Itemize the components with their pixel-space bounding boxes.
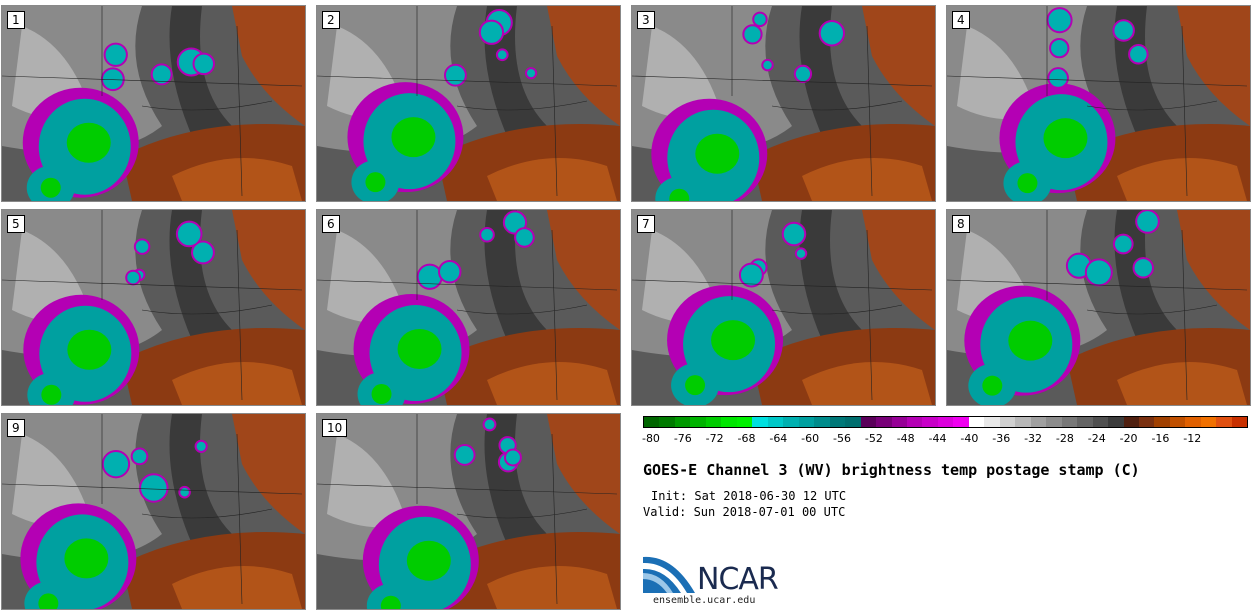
colorbar-swatch [845, 417, 861, 427]
panel-number-label: 9 [7, 419, 25, 437]
colorbar-tick-label: -80 [641, 432, 660, 445]
colorbar-swatch [798, 417, 815, 427]
satellite-image [317, 414, 620, 609]
colorbar-swatch [721, 417, 737, 427]
colorbar-swatch [1139, 417, 1155, 427]
colorbar-tick-label: -60 [801, 432, 820, 445]
panel-number-label: 6 [322, 215, 340, 233]
colorbar-swatch [644, 417, 660, 427]
colorbar-swatch [783, 417, 799, 427]
colorbar-tick-label: -68 [737, 432, 756, 445]
colorbar-tick-label: -20 [1119, 432, 1138, 445]
satellite-image [2, 210, 305, 405]
colorbar-swatch [736, 417, 753, 427]
panel-number-label: 7 [637, 215, 655, 233]
site-url: ensemble.ucar.edu [653, 595, 756, 606]
colorbar-swatch [1231, 417, 1248, 427]
colorbar-tick-label: -16 [1151, 432, 1170, 445]
colorbar-tick-label: -12 [1183, 432, 1202, 445]
panel-number-label: 2 [322, 11, 340, 29]
colorbar-swatch [1123, 417, 1139, 427]
colorbar-swatch [1154, 417, 1170, 427]
colorbar-swatch [937, 417, 954, 427]
colorbar-swatch [752, 417, 768, 427]
colorbar-tick-label: -52 [864, 432, 883, 445]
satellite-image [947, 6, 1250, 201]
colorbar-swatch [705, 417, 722, 427]
colorbar-swatch [659, 417, 675, 427]
satellite-image [947, 210, 1250, 405]
stamp-panel-2: 2 [316, 5, 621, 202]
colorbar-swatch [968, 417, 985, 427]
panel-number-label: 5 [7, 215, 25, 233]
ncar-logo-icon [643, 556, 695, 593]
colorbar-tick-label: -44 [928, 432, 947, 445]
panel-number-label: 4 [952, 11, 970, 29]
colorbar-swatch [690, 417, 706, 427]
satellite-image [2, 6, 305, 201]
valid-time: Valid: Sun 2018-07-01 00 UTC [643, 505, 846, 519]
colorbar-swatch [1108, 417, 1124, 427]
figure-title: GOES-E Channel 3 (WV) brightness temp po… [643, 461, 1140, 479]
colorbar-tick-label: -32 [1024, 432, 1043, 445]
colorbar-swatch [814, 417, 830, 427]
stamp-panel-7: 7 [631, 209, 936, 406]
panel-number-label: 3 [637, 11, 655, 29]
colorbar-swatch [1200, 417, 1217, 427]
colorbar-tick-label: -24 [1087, 432, 1106, 445]
colorbar-swatch [1030, 417, 1047, 427]
colorbar-tick-label: -36 [992, 432, 1011, 445]
satellite-image [632, 6, 935, 201]
colorbar [643, 416, 1248, 428]
satellite-image [632, 210, 935, 405]
colorbar-tick-label: -48 [896, 432, 915, 445]
stamp-panel-10: 10 [316, 413, 621, 610]
ncar-logo-text: NCAR [697, 562, 779, 597]
colorbar-swatch [860, 417, 877, 427]
colorbar-swatch [1169, 417, 1186, 427]
init-time: Init: Sat 2018-06-30 12 UTC [651, 489, 847, 503]
colorbar-swatch [674, 417, 691, 427]
colorbar-tick-label: -40 [960, 432, 979, 445]
colorbar-swatch [1061, 417, 1078, 427]
colorbar-swatch [829, 417, 846, 427]
colorbar-swatch [767, 417, 784, 427]
colorbar-swatch [1092, 417, 1109, 427]
panel-number-label: 8 [952, 215, 970, 233]
colorbar-swatch [953, 417, 969, 427]
stamp-panel-5: 5 [1, 209, 306, 406]
colorbar-tick-label: -56 [833, 432, 851, 445]
colorbar-swatch [1015, 417, 1031, 427]
stamp-panel-6: 6 [316, 209, 621, 406]
colorbar-swatch [876, 417, 892, 427]
colorbar-swatch [1216, 417, 1232, 427]
colorbar-tick-label: -72 [705, 432, 724, 445]
colorbar-swatch [1185, 417, 1201, 427]
satellite-image [2, 414, 305, 609]
colorbar-tick-label: -64 [769, 432, 788, 445]
satellite-image [317, 6, 620, 201]
stamp-panel-8: 8 [946, 209, 1251, 406]
stamp-panel-4: 4 [946, 5, 1251, 202]
colorbar-swatch [922, 417, 938, 427]
stamp-panel-3: 3 [631, 5, 936, 202]
panel-number-label: 1 [7, 11, 25, 29]
colorbar-swatch [984, 417, 1000, 427]
colorbar-swatch [1077, 417, 1093, 427]
panel-number-label: 10 [322, 419, 348, 437]
colorbar-ticks: -80 -76 -72 -68 -64 -60 -56 -52 -48 -44 -40 -36 -32-… [641, 432, 1248, 448]
satellite-image [317, 210, 620, 405]
stamp-panel-1: 1 [1, 5, 306, 202]
stamp-panel-9: 9 [1, 413, 306, 610]
colorbar-swatch [906, 417, 923, 427]
colorbar-tick-label: -76 [673, 432, 692, 445]
colorbar-swatch [891, 417, 907, 427]
colorbar-swatch [999, 417, 1016, 427]
colorbar-tick-label: -28 [1055, 432, 1074, 445]
colorbar-swatch [1046, 417, 1062, 427]
